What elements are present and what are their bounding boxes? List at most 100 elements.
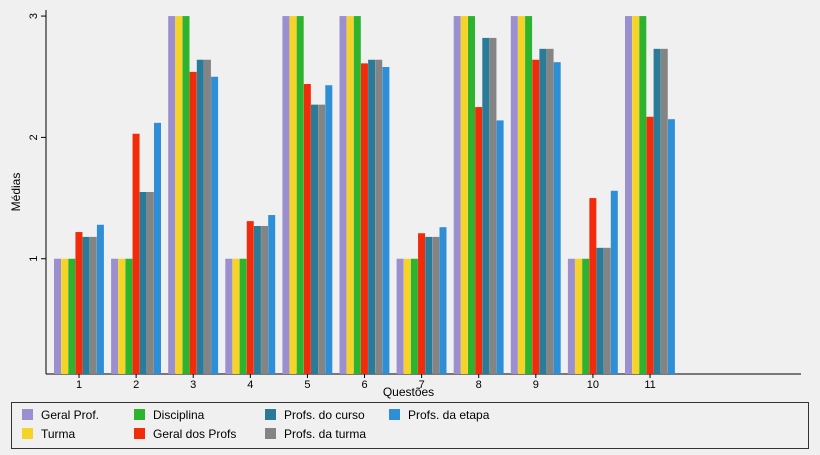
bar xyxy=(546,48,554,375)
legend-item: Profs. do curso xyxy=(265,408,365,422)
bar xyxy=(282,16,290,375)
bar xyxy=(203,59,211,374)
bar xyxy=(396,258,404,374)
legend-label: Geral Prof. xyxy=(41,408,100,422)
bar xyxy=(311,104,318,374)
bar xyxy=(553,62,561,374)
bar xyxy=(603,247,611,374)
x-tick-label: 6 xyxy=(361,379,367,391)
x-tick-label: 9 xyxy=(533,379,539,391)
bar xyxy=(232,258,240,374)
bar xyxy=(517,16,525,375)
bar xyxy=(425,236,433,374)
bar xyxy=(296,16,304,375)
bar xyxy=(118,258,126,374)
bar xyxy=(339,16,347,375)
bar xyxy=(253,225,261,374)
y-tick-label: 3 xyxy=(28,13,40,19)
bar xyxy=(368,59,376,374)
y-tick-label: 2 xyxy=(28,134,40,140)
bar xyxy=(189,71,197,374)
legend-label: Turma xyxy=(41,427,76,441)
bar xyxy=(482,37,490,374)
legend-item: Disciplina xyxy=(134,408,204,422)
bar xyxy=(175,16,183,375)
bar xyxy=(596,247,604,374)
bar xyxy=(610,190,618,374)
y-tick-label: 1 xyxy=(28,256,40,262)
bar xyxy=(75,232,83,374)
legend-swatch xyxy=(22,428,33,440)
bar xyxy=(667,119,675,374)
bar xyxy=(639,16,647,375)
bar xyxy=(403,258,411,374)
x-tick-label: 3 xyxy=(190,379,196,391)
bar xyxy=(575,258,583,374)
bar xyxy=(660,48,668,375)
bar xyxy=(168,16,176,375)
bar xyxy=(489,37,497,374)
legend-swatch xyxy=(265,428,276,440)
bar xyxy=(460,16,468,375)
bar xyxy=(432,236,440,374)
bar xyxy=(653,48,661,375)
bar xyxy=(382,67,390,374)
bar xyxy=(89,236,97,374)
bar xyxy=(439,227,447,374)
bar xyxy=(567,258,575,374)
bar xyxy=(496,120,504,374)
legend-item: Turma xyxy=(22,427,75,441)
bar xyxy=(132,133,140,374)
legend-label: Profs. da turma xyxy=(284,427,367,441)
bar xyxy=(410,258,418,374)
bar xyxy=(261,225,269,374)
bar xyxy=(418,233,426,374)
bar xyxy=(246,221,254,374)
bar xyxy=(453,16,461,375)
bar xyxy=(61,258,69,374)
bar xyxy=(360,63,368,375)
bar xyxy=(582,258,590,374)
bar xyxy=(139,192,147,374)
bar xyxy=(475,107,483,375)
bar xyxy=(353,16,361,375)
bar xyxy=(196,59,204,374)
bar-chart: 1 2 3 Médias 1 2 3 4 5 6 7 8 9 10 11 Questões xyxy=(9,10,801,399)
bar xyxy=(146,192,154,374)
bar xyxy=(625,16,632,375)
x-axis-label: Questões xyxy=(383,385,434,399)
y-axis-label: Médias xyxy=(9,173,23,212)
legend-label: Disciplina xyxy=(153,408,205,422)
bar xyxy=(375,59,383,374)
legend-swatch xyxy=(134,409,145,421)
bar xyxy=(289,16,297,375)
x-tick-label: 5 xyxy=(304,379,310,391)
bar xyxy=(225,258,233,374)
legend-swatch xyxy=(22,409,33,421)
bar xyxy=(82,236,90,374)
bar xyxy=(154,122,161,374)
bar xyxy=(325,85,333,374)
bar xyxy=(539,48,547,375)
x-tick-label: 4 xyxy=(247,379,253,391)
bar xyxy=(532,59,540,374)
legend-label: Profs. do curso xyxy=(284,408,365,422)
bar xyxy=(111,258,119,374)
bar xyxy=(54,258,61,374)
bar xyxy=(318,104,326,374)
bar xyxy=(468,16,475,375)
legend-item: Profs. da turma xyxy=(265,427,366,441)
bar xyxy=(211,76,219,374)
x-tick-label: 7 xyxy=(419,379,425,391)
bar xyxy=(589,198,597,374)
bar xyxy=(125,258,133,374)
bar xyxy=(96,224,104,374)
legend-swatch xyxy=(389,409,400,421)
x-tick-label: 1 xyxy=(76,379,82,391)
bar xyxy=(239,258,247,374)
bar xyxy=(346,16,354,375)
legend-item: Geral Prof. xyxy=(22,408,99,422)
x-tick-label: 2 xyxy=(133,379,139,391)
x-tick-label: 11 xyxy=(644,379,655,391)
bar xyxy=(510,16,518,375)
